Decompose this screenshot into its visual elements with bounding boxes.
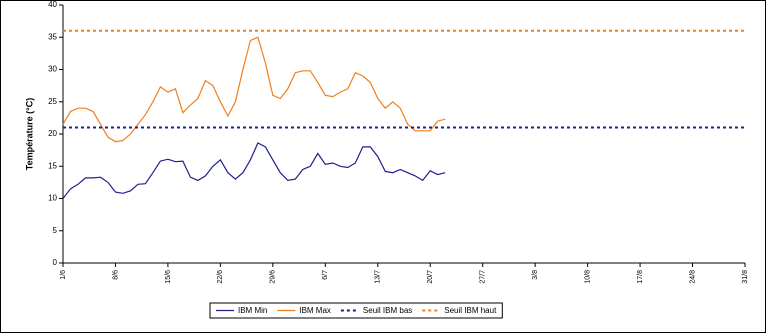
x-tick-label: 22/6: [217, 270, 224, 284]
x-tick-label: 6/7: [322, 270, 329, 280]
legend-label: IBM Max: [299, 306, 331, 315]
x-tick-label: 10/8: [584, 270, 591, 284]
x-tick-label: 31/8: [742, 270, 749, 284]
y-tick-label: 25: [48, 97, 57, 106]
x-tick-label: 15/6: [165, 270, 172, 284]
y-axis-label: Température (°C): [24, 98, 34, 170]
y-tick-label: 5: [53, 226, 58, 235]
legend: IBM Min IBM Max Seuil IBM bas Seuil IBM hau…: [209, 302, 503, 319]
legend-label: IBM Min: [238, 306, 267, 315]
y-tick-label: 10: [48, 194, 57, 203]
y-tick-label: 15: [48, 161, 57, 170]
x-tick-label: 1/6: [60, 270, 67, 280]
x-tick-label: 29/6: [270, 270, 277, 284]
y-tick-label: 35: [48, 32, 57, 41]
x-tick-label: 3/8: [532, 270, 539, 280]
legend-box: [209, 302, 503, 319]
series-line: [62, 142, 446, 199]
legend-label: Seuil IBM bas: [363, 306, 412, 315]
x-tick-label: 8/6: [112, 270, 119, 280]
y-tick-label: 20: [48, 129, 57, 138]
x-tick-label: 24/8: [689, 270, 696, 284]
x-tick-label: 20/7: [427, 270, 434, 284]
y-tick-label: 30: [48, 65, 57, 74]
x-tick-label: 13/7: [375, 270, 382, 284]
series-line: [62, 36, 446, 143]
x-tick-label: 17/8: [637, 270, 644, 284]
y-tick-label: 40: [48, 0, 57, 9]
x-tick-label: 27/7: [480, 270, 487, 284]
y-tick-label: 0: [53, 258, 58, 267]
legend-label: Seuil IBM haut: [444, 306, 497, 315]
